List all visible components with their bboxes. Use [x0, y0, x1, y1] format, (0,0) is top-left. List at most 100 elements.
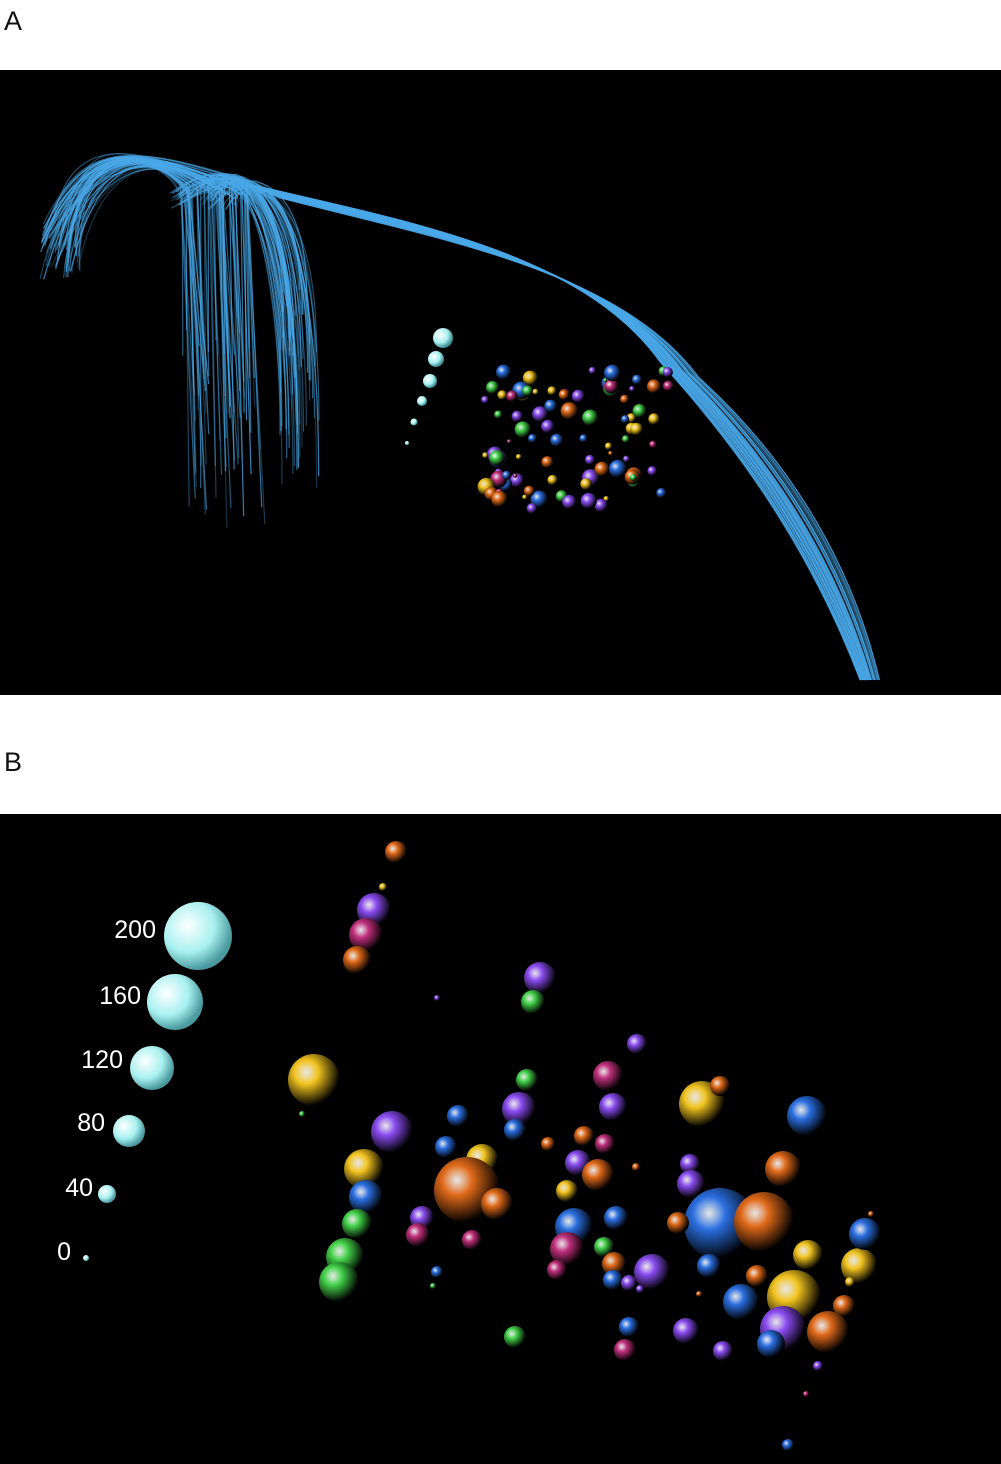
sphere	[621, 415, 630, 424]
sphere	[299, 1111, 305, 1117]
sphere	[667, 1212, 689, 1234]
sphere	[582, 409, 599, 426]
sphere	[288, 1054, 340, 1106]
sphere	[632, 1163, 640, 1171]
sphere	[515, 454, 522, 460]
sphere	[630, 422, 643, 436]
sphere	[588, 366, 596, 375]
sphere	[604, 379, 619, 394]
sphere	[632, 374, 642, 385]
fiber-trace	[78, 153, 861, 681]
sphere	[649, 440, 657, 449]
sphere	[560, 402, 578, 420]
sphere	[516, 1069, 538, 1091]
sphere	[713, 1341, 733, 1361]
sphere	[530, 490, 548, 508]
sphere	[526, 503, 538, 514]
sphere	[765, 1151, 801, 1187]
sphere	[632, 404, 647, 418]
sphere	[813, 1361, 823, 1371]
fiber-trace	[44, 162, 874, 681]
sphere	[489, 450, 505, 466]
sphere	[558, 389, 570, 401]
fiber-trace	[66, 160, 870, 681]
fiber-trace	[67, 157, 862, 681]
sphere	[541, 1137, 555, 1151]
sphere	[550, 433, 564, 447]
sphere	[619, 1317, 639, 1337]
sphere	[319, 1262, 359, 1302]
sphere	[494, 410, 503, 419]
sphere	[486, 381, 500, 394]
sphere	[504, 1119, 526, 1141]
sphere	[841, 1248, 877, 1284]
scale-sphere-40	[98, 1185, 116, 1203]
sphere	[602, 1252, 626, 1276]
sphere	[547, 474, 558, 486]
sphere	[677, 1170, 705, 1198]
sphere	[595, 1134, 615, 1154]
sphere	[522, 370, 538, 386]
fiber-trace	[75, 162, 876, 681]
sphere	[379, 883, 387, 891]
sphere	[582, 1159, 614, 1191]
sphere	[627, 1034, 647, 1054]
fiber-trace	[49, 162, 872, 681]
sphere	[435, 1136, 457, 1158]
sphere	[594, 498, 608, 513]
sphere	[521, 990, 545, 1014]
scale-sphere-0	[83, 1255, 89, 1261]
sphere	[574, 1126, 594, 1146]
sphere	[623, 455, 630, 463]
scale-spheres-small	[405, 328, 453, 445]
sphere	[604, 1206, 628, 1230]
fiber-traces	[39, 153, 881, 681]
sphere	[621, 1275, 637, 1291]
sphere	[496, 364, 512, 380]
sphere	[522, 494, 528, 500]
sphere	[532, 406, 548, 422]
sphere	[604, 364, 621, 382]
sphere	[512, 473, 518, 478]
sphere	[550, 1232, 584, 1266]
sphere	[371, 1111, 413, 1153]
scale-label-200: 200	[114, 916, 156, 944]
sphere	[447, 1105, 469, 1127]
sphere	[622, 435, 630, 443]
sphere	[608, 451, 613, 456]
scale-sphere-200	[164, 902, 232, 970]
fiber-trace	[56, 157, 863, 681]
sphere	[482, 452, 489, 459]
sphere	[556, 1180, 578, 1202]
sphere	[663, 380, 674, 392]
sphere	[647, 379, 661, 394]
sphere	[696, 1291, 702, 1297]
sphere	[656, 488, 667, 498]
sphere	[349, 918, 383, 952]
sphere	[481, 1188, 513, 1220]
sphere	[502, 1092, 536, 1126]
scale-sphere-160	[147, 974, 203, 1030]
sphere	[523, 485, 535, 497]
sphere	[547, 1260, 567, 1280]
sphere	[636, 1285, 644, 1293]
sphere	[845, 1277, 855, 1287]
scale-sphere-120	[130, 1046, 174, 1090]
sphere	[594, 461, 610, 477]
sphere	[593, 1061, 623, 1091]
sphere	[585, 454, 595, 465]
fiber-reconstruction	[39, 153, 881, 681]
sphere-field	[288, 841, 881, 1451]
sphere	[385, 841, 407, 863]
sphere	[620, 394, 629, 404]
sphere	[430, 1283, 436, 1289]
sphere	[524, 962, 556, 994]
sphere	[481, 395, 489, 404]
sphere	[723, 1284, 759, 1320]
sphere	[506, 390, 518, 402]
panel-letter-a: A	[4, 6, 23, 36]
scale-label-40: 40	[65, 1174, 93, 1202]
sphere	[629, 473, 637, 482]
sphere	[803, 1391, 809, 1397]
sphere	[680, 1154, 700, 1174]
